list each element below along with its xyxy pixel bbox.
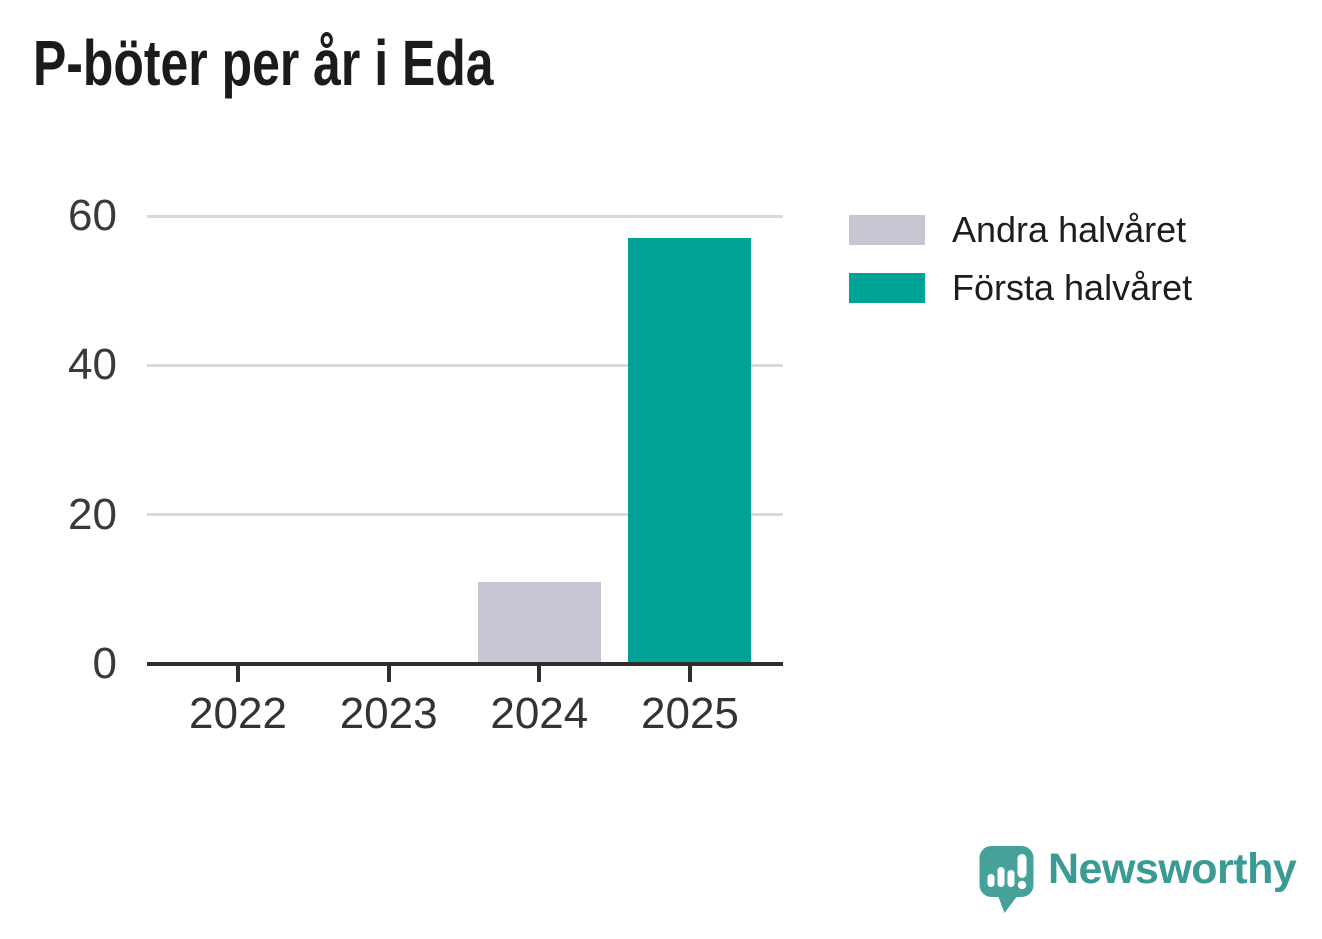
chart-title: P-böter per år i Eda xyxy=(33,27,494,99)
x-axis-tick xyxy=(386,666,391,682)
gridline-y-40 xyxy=(147,363,783,367)
y-axis-tick-label: 60 xyxy=(68,191,117,240)
legend-item: Andra halvåret xyxy=(849,210,1192,250)
legend-swatch xyxy=(849,215,925,245)
newsworthy-branding: Newsworthy xyxy=(979,845,1297,914)
x-axis-tick-label: 2024 xyxy=(490,689,589,738)
bar-2025-första-halvåret xyxy=(628,238,752,664)
x-axis-line xyxy=(147,662,783,666)
y-axis-tick-label: 40 xyxy=(68,340,117,390)
legend-swatch xyxy=(849,273,925,303)
x-axis-tick xyxy=(537,666,542,682)
newsworthy-logo-icon xyxy=(979,846,1034,913)
y-axis-tick-label: 20 xyxy=(68,489,117,539)
y-axis-tick-label: 0 xyxy=(92,639,117,688)
legend: Andra halvåret Första halvåret xyxy=(849,210,1192,308)
x-axis-tick xyxy=(687,666,692,682)
newsworthy-wordmark: Newsworthy xyxy=(1048,845,1297,893)
x-axis-tick-label: 2025 xyxy=(641,689,739,738)
x-axis-tick xyxy=(236,666,240,682)
x-axis-tick-label: 2023 xyxy=(339,689,438,738)
gridline-y-60 xyxy=(147,214,783,218)
x-axis-tick-label: 2022 xyxy=(189,689,287,738)
bar-2024-andra-halvåret xyxy=(477,581,601,664)
legend-label: Andra halvåret xyxy=(952,209,1187,250)
plot-area: 0 20 40 60 2022 2023 2024 2025 xyxy=(68,192,783,738)
legend-item: Första halvåret xyxy=(849,268,1192,308)
legend-label: Första halvåret xyxy=(952,267,1193,308)
gridline-y-20 xyxy=(147,513,783,517)
